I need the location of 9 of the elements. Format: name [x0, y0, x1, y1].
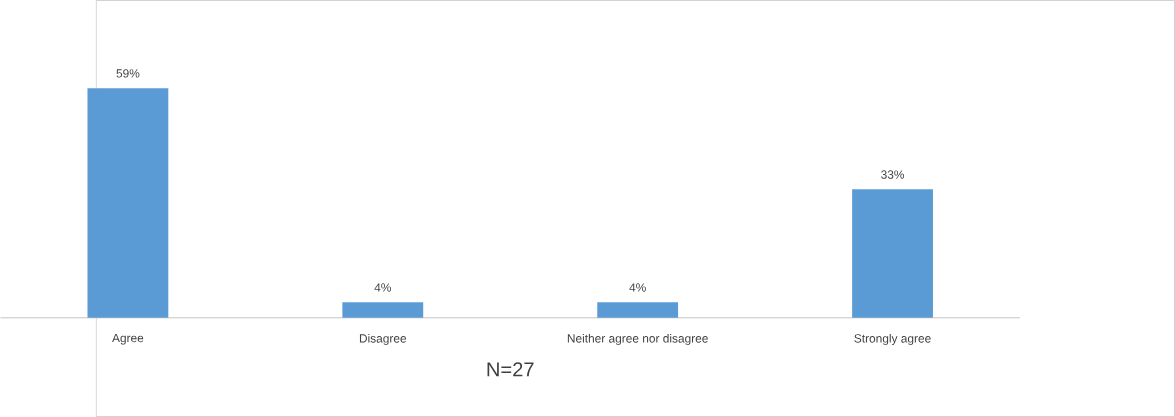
data-label: 59% — [116, 69, 140, 78]
x-tick-label: Agree — [112, 333, 144, 345]
x-tick-label: Neither agree nor disagree — [567, 333, 708, 345]
data-label: 4% — [374, 283, 391, 292]
x-axis-title: N=27 — [487, 362, 534, 377]
data-label: 33% — [881, 170, 905, 179]
x-tick-label: Disagree — [359, 333, 407, 345]
data-label: 4% — [629, 283, 646, 292]
x-tick-label: Strongly agree — [854, 333, 931, 345]
